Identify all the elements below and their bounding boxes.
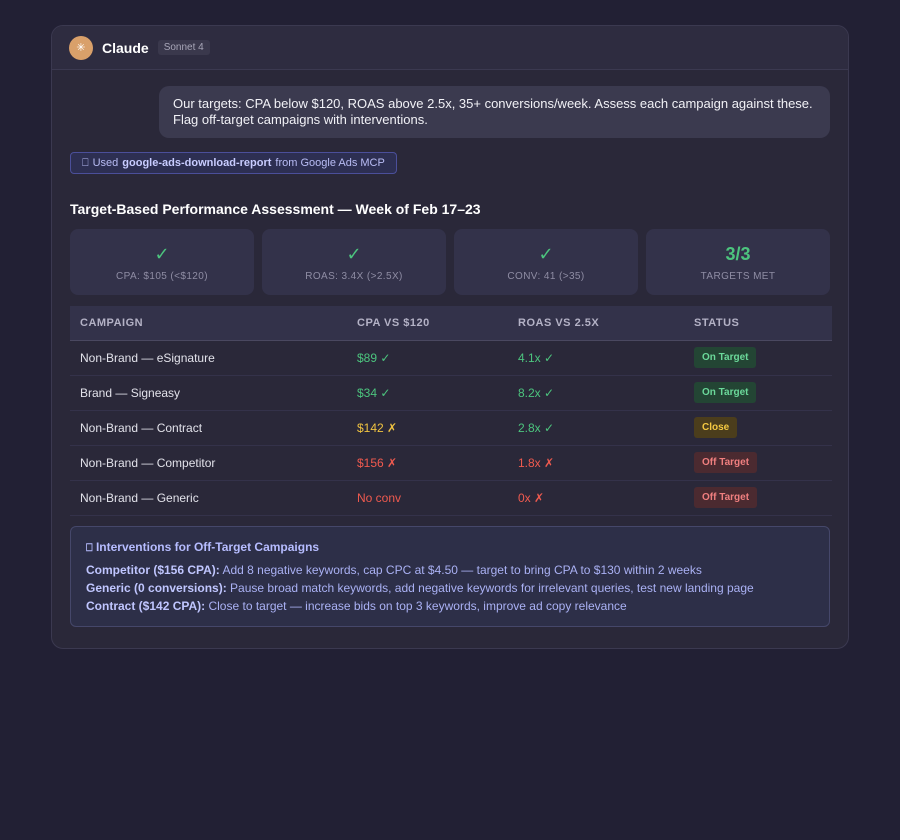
cpa-cell: $34 ✓ — [347, 375, 508, 411]
stat-card-targets-met: 3/3 TARGETS MET — [646, 229, 830, 295]
table-header-row: CAMPAIGN CPA VS $120 ROAS VS 2.5X STATUS — [70, 306, 832, 341]
check-icon: ✓ — [346, 243, 362, 264]
interventions-panel: ⎕ Interventions for Off-Target Campaigns… — [70, 525, 830, 627]
section-title: Target-Based Performance Assessment — We… — [70, 201, 481, 217]
intervention-label: Contract ($142 CPA): — [86, 598, 206, 613]
cpa-cell: $89 ✓ — [347, 340, 508, 376]
stat-card-roas: ✓ ROAS: 3.4X (>2.5X) — [262, 229, 446, 295]
interventions-title: ⎕ Interventions for Off-Target Campaigns — [86, 538, 814, 557]
status-cell: Close — [684, 410, 832, 446]
intervention-text: Add 8 negative keywords, cap CPC at $4.5… — [219, 562, 702, 577]
roas-cell: 8.2x ✓ — [508, 375, 684, 411]
stat-value: 3/3 — [725, 243, 751, 264]
column-header-campaign: CAMPAIGN — [70, 306, 347, 341]
tool-use-chip[interactable]: ⎕ Used google-ads-download-report from G… — [70, 152, 397, 174]
roas-cell: 4.1x ✓ — [508, 340, 684, 376]
stat-label: CONV: 41 (>35) — [507, 270, 585, 282]
column-header-roas: ROAS VS 2.5X — [508, 306, 684, 341]
campaign-name: Non-Brand — Contract — [70, 410, 347, 446]
roas-cell: 1.8x ✗ — [508, 445, 684, 481]
intervention-label: Generic (0 conversions): — [86, 580, 227, 595]
status-cell: Off Target — [684, 480, 832, 516]
interventions-icon: ⎕ — [86, 541, 93, 554]
table-row: Non-Brand — Competitor $156 ✗ 1.8x ✗ Off… — [70, 445, 832, 481]
table-row: Non-Brand — Contract $142 ✗ 2.8x ✓ Close — [70, 410, 832, 446]
status-cell: Off Target — [684, 445, 832, 481]
title-bar: ✳ Claude Sonnet 4 — [52, 26, 848, 70]
stat-label: ROAS: 3.4X (>2.5X) — [305, 270, 403, 282]
chat-window: ✳ Claude Sonnet 4 Our targets: CPA below… — [51, 25, 849, 649]
campaign-name: Brand — Signeasy — [70, 375, 347, 411]
status-badge: Off Target — [694, 452, 758, 473]
status-badge: On Target — [694, 382, 757, 403]
stat-cards: ✓ CPA: $105 (<$120) ✓ ROAS: 3.4X (>2.5X)… — [70, 229, 830, 295]
roas-cell: 0x ✗ — [508, 480, 684, 516]
campaign-name: Non-Brand — eSignature — [70, 340, 347, 376]
intervention-label: Competitor ($156 CPA): — [86, 562, 220, 577]
check-icon: ✓ — [154, 243, 170, 264]
status-cell: On Target — [684, 375, 832, 411]
column-header-status: STATUS — [684, 306, 832, 341]
model-badge[interactable]: Sonnet 4 — [157, 40, 210, 55]
intervention-text: Pause broad match keywords, add negative… — [226, 580, 754, 595]
status-cell: On Target — [684, 340, 832, 376]
cpa-cell: No conv — [347, 480, 508, 516]
stat-card-conversions: ✓ CONV: 41 (>35) — [454, 229, 638, 295]
intervention-text: Close to target — increase bids on top 3… — [205, 598, 627, 613]
tool-icon: ⎕ — [82, 156, 89, 169]
table-row: Non-Brand — Generic No conv 0x ✗ Off Tar… — [70, 480, 832, 516]
table-row: Non-Brand — eSignature $89 ✓ 4.1x ✓ On T… — [70, 340, 832, 376]
intervention-item: Generic (0 conversions): Pause broad mat… — [86, 579, 814, 597]
roas-cell: 2.8x ✓ — [508, 410, 684, 446]
status-badge: On Target — [694, 347, 757, 368]
tool-chip-prefix: Used — [92, 157, 119, 169]
check-icon: ✓ — [538, 243, 554, 264]
intervention-item: Competitor ($156 CPA): Add 8 negative ke… — [86, 561, 814, 579]
status-badge: Off Target — [694, 487, 758, 508]
stat-card-cpa: ✓ CPA: $105 (<$120) — [70, 229, 254, 295]
stat-label: TARGETS MET — [700, 270, 776, 282]
campaign-table: CAMPAIGN CPA VS $120 ROAS VS 2.5X STATUS… — [70, 306, 832, 516]
campaign-name: Non-Brand — Generic — [70, 480, 347, 516]
status-badge: Close — [694, 417, 738, 438]
campaign-name: Non-Brand — Competitor — [70, 445, 347, 481]
tool-name: google-ads-download-report — [122, 157, 272, 169]
tool-chip-suffix: from Google Ads MCP — [275, 157, 385, 169]
column-header-cpa: CPA VS $120 — [347, 306, 508, 341]
app-name: Claude — [102, 39, 149, 56]
conversation: Our targets: CPA below $120, ROAS above … — [52, 70, 848, 627]
user-message: Our targets: CPA below $120, ROAS above … — [159, 86, 830, 138]
intervention-item: Contract ($142 CPA): Close to target — i… — [86, 597, 814, 615]
table-row: Brand — Signeasy $34 ✓ 8.2x ✓ On Target — [70, 375, 832, 411]
cpa-cell: $156 ✗ — [347, 445, 508, 481]
stat-label: CPA: $105 (<$120) — [116, 270, 208, 282]
cpa-cell: $142 ✗ — [347, 410, 508, 446]
claude-logo-icon: ✳ — [69, 35, 93, 60]
interventions-title-text: Interventions for Off-Target Campaigns — [95, 539, 320, 554]
user-message-row: Our targets: CPA below $120, ROAS above … — [70, 86, 830, 138]
